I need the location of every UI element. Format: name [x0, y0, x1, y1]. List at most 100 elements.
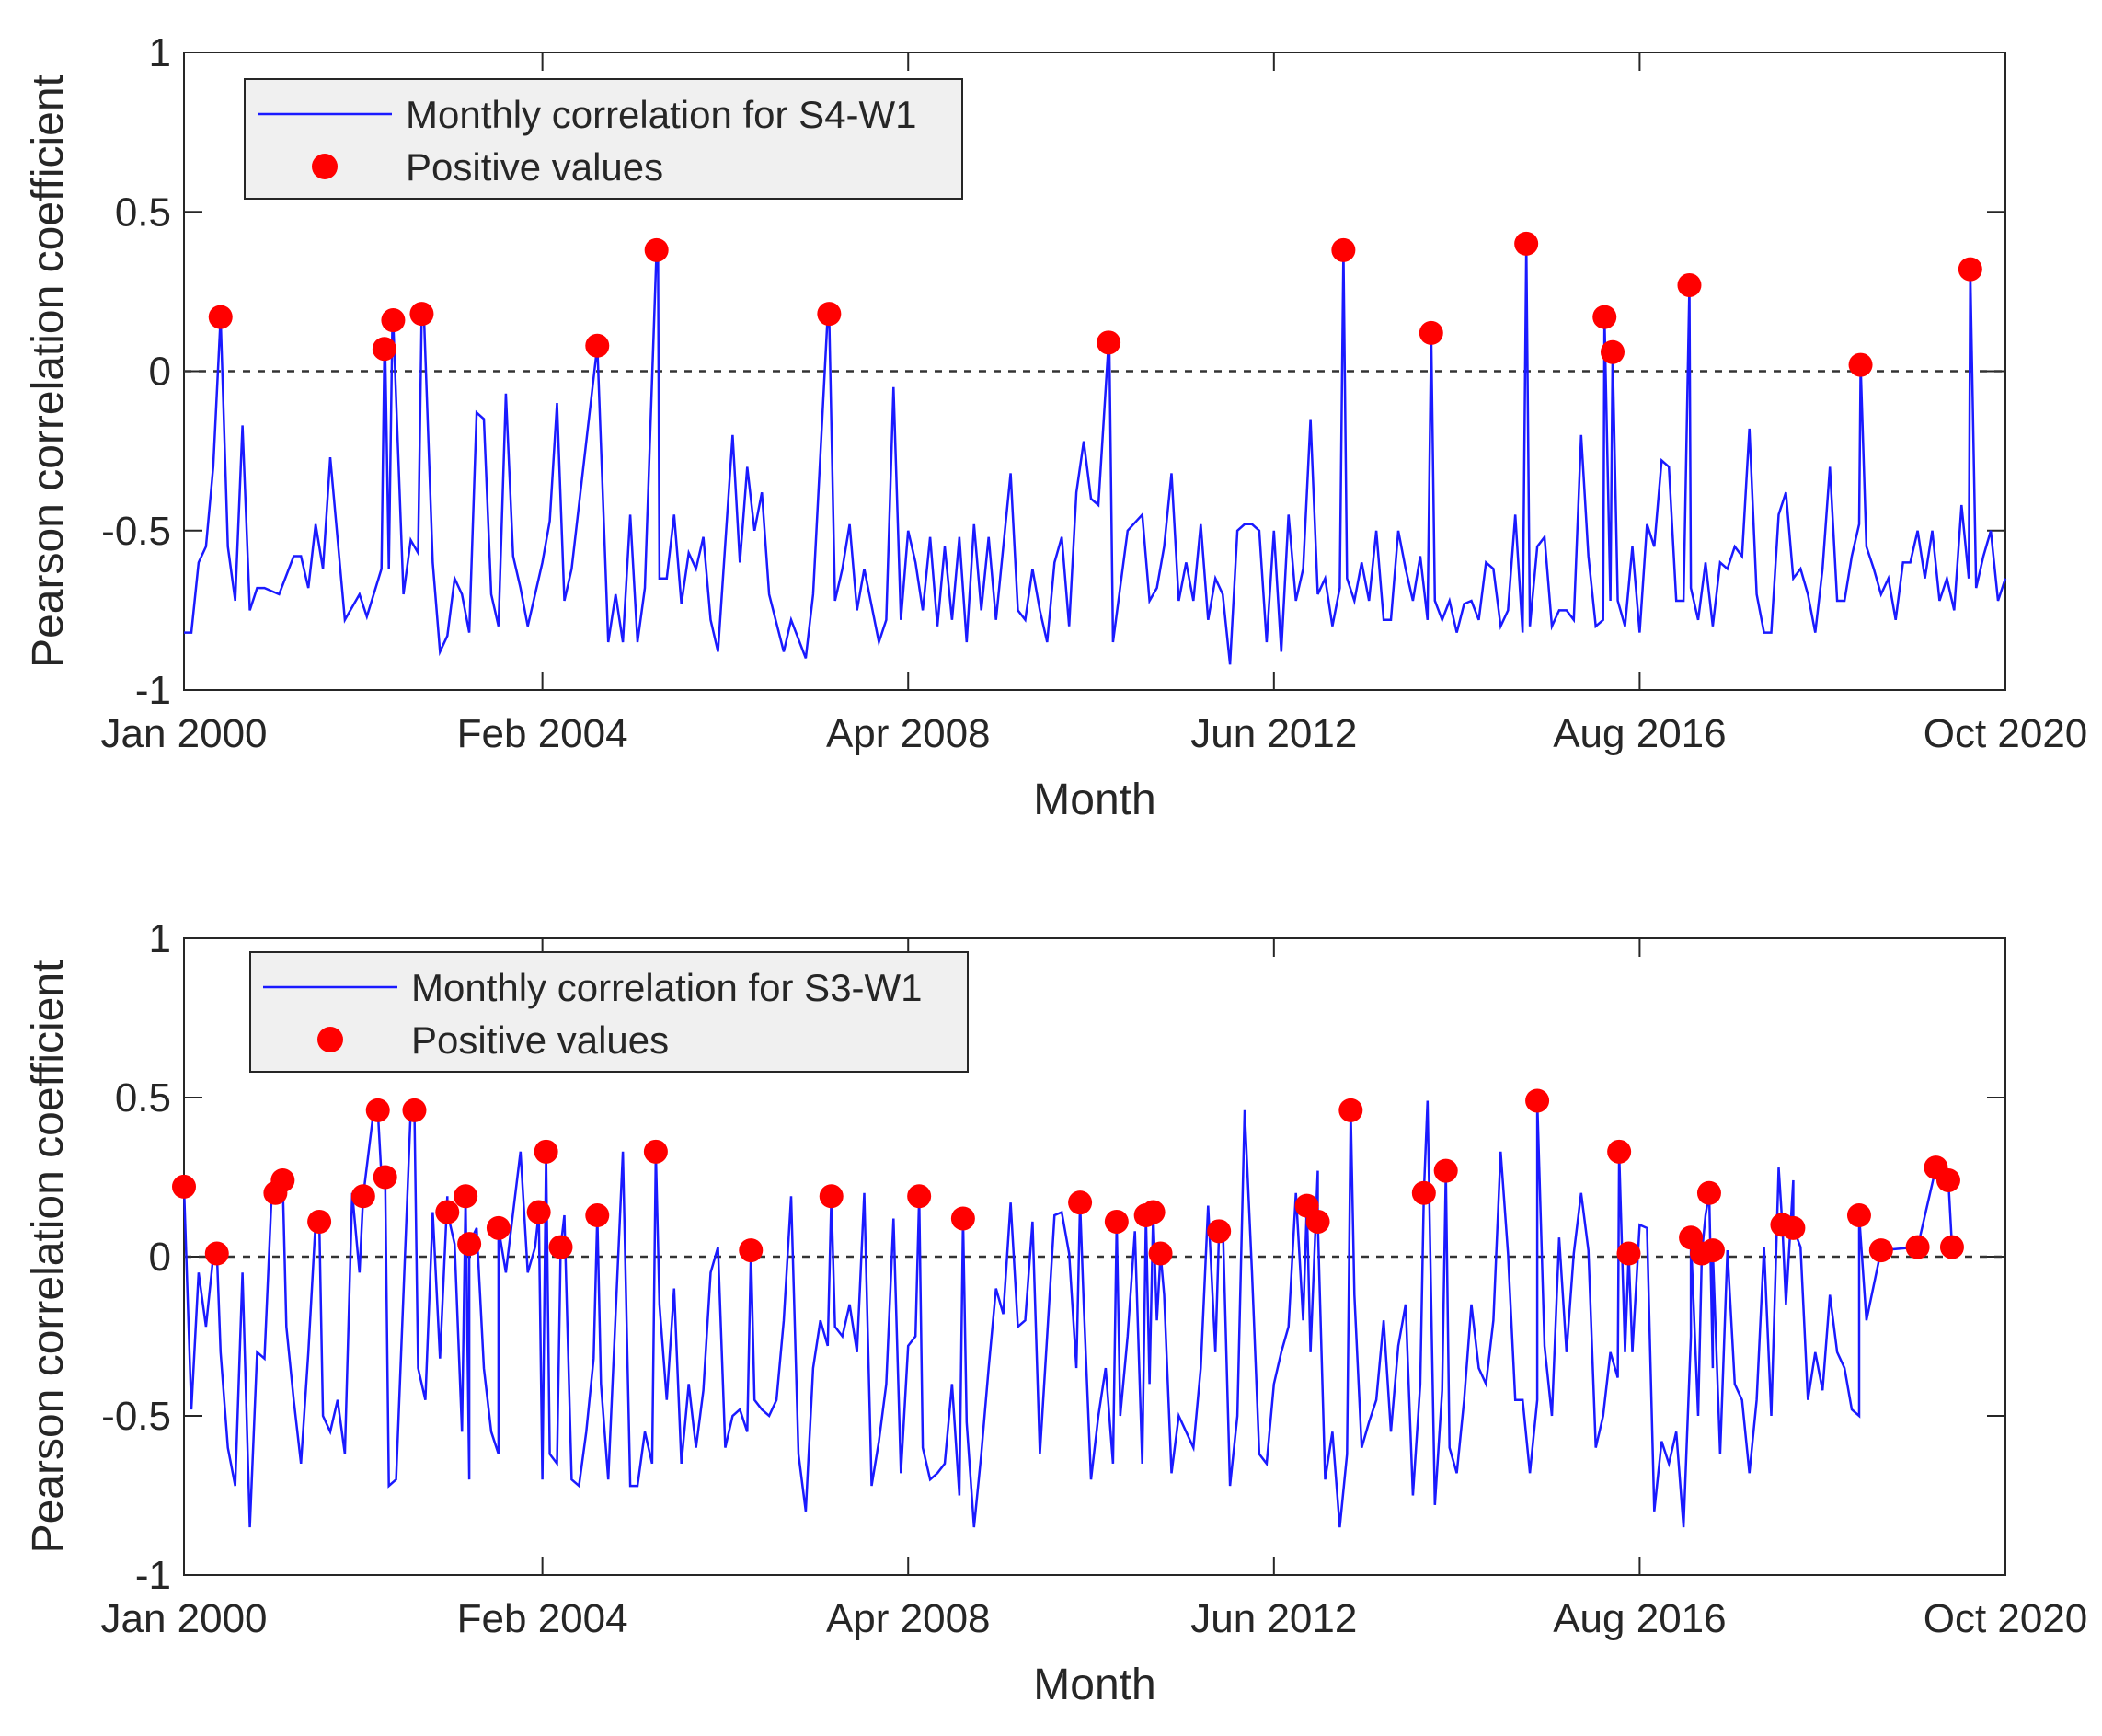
chart-s3-w1: -1 -0.5 0 0.5 1 Jan 2000 Feb 2004 Apr 2008 Jun …: [24, 916, 2087, 1709]
positive-value-marker: [1514, 231, 1539, 256]
x-axis-label: Month: [1033, 776, 1155, 824]
correlation-line: [182, 1100, 1954, 1528]
positive-value-marker: [1305, 1209, 1330, 1234]
legend-box: [249, 951, 969, 1073]
positive-value-marker: [270, 1167, 295, 1192]
y-tick-label: 0.5: [115, 190, 171, 235]
positive-value-marker: [585, 1203, 610, 1228]
positive-value-marker: [1700, 1238, 1725, 1263]
positive-value-marker: [402, 1098, 427, 1122]
x-tick-label: Feb 2004: [457, 711, 628, 756]
positive-value-marker: [208, 305, 233, 329]
positive-value-marker: [1148, 1241, 1173, 1266]
positive-value-marker: [373, 1165, 397, 1190]
x-tick-label: Apr 2008: [826, 711, 991, 756]
positive-value-marker: [1939, 1235, 1964, 1259]
legend-marker-label: Positive values: [411, 1018, 669, 1062]
x-tick-label: Aug 2016: [1553, 1596, 1726, 1641]
positive-value-marker: [1331, 237, 1356, 262]
positive-value-marker: [172, 1174, 196, 1199]
positive-value-marker: [1935, 1167, 1960, 1192]
positive-value-marker: [1207, 1219, 1232, 1244]
positive-value-marker: [643, 1139, 668, 1164]
legend-line-label: Monthly correlation for S4-W1: [406, 93, 917, 136]
positive-value-marker: [1411, 1180, 1436, 1205]
positive-value-marker: [817, 302, 842, 327]
positive-value-markers: [172, 1088, 1964, 1266]
positive-value-marker: [307, 1209, 332, 1234]
legend-marker-label: Positive values: [406, 145, 663, 189]
y-axis-label: Pearson correlation coefficient: [24, 960, 73, 1554]
positive-value-marker: [1868, 1238, 1893, 1263]
positive-value-marker: [644, 237, 669, 262]
positive-value-marker: [1141, 1200, 1166, 1224]
y-tick-label: -0.5: [101, 1394, 171, 1439]
y-tick-label: 0: [149, 1235, 171, 1280]
positive-value-marker: [372, 337, 396, 362]
x-tick-label: Jun 2012: [1190, 711, 1357, 756]
chart-s4-w1: -1 -0.5 0 0.5 1 Jan 2000 Feb 2004 Apr 2008 Jun …: [24, 30, 2087, 824]
positive-value-marker: [486, 1215, 511, 1240]
x-ticks: Jan 2000 Feb 2004 Apr 2008 Jun 2012 Aug 2016…: [100, 938, 2087, 1641]
positive-value-marker: [907, 1184, 932, 1209]
positive-value-marker: [1607, 1139, 1632, 1164]
positive-value-marker: [204, 1241, 229, 1266]
positive-value-marker: [534, 1139, 558, 1164]
correlation-line: [184, 243, 2007, 665]
positive-value-marker: [350, 1184, 375, 1209]
positive-value-marker: [819, 1184, 844, 1209]
y-tick-label: 1: [149, 916, 171, 961]
y-tick-label: -1: [135, 668, 171, 713]
y-tick-label: -0.5: [101, 509, 171, 554]
positive-value-marker: [1433, 1158, 1458, 1183]
y-tick-label: 1: [149, 30, 171, 75]
x-tick-label: Oct 2020: [1924, 1596, 2088, 1641]
positive-value-marker: [454, 1184, 478, 1209]
positive-value-marker: [409, 302, 434, 327]
positive-value-marker: [1677, 272, 1702, 297]
positive-value-marker: [1338, 1098, 1363, 1122]
y-ticks: -1 -0.5 0 0.5 1: [101, 30, 2005, 713]
positive-value-markers: [208, 231, 1982, 377]
legend-box: [244, 78, 963, 200]
x-tick-label: Jun 2012: [1190, 1596, 1357, 1641]
positive-value-marker: [365, 1098, 390, 1122]
x-tick-label: Apr 2008: [826, 1596, 991, 1641]
positive-value-marker: [1525, 1088, 1550, 1113]
positive-value-marker: [548, 1235, 573, 1259]
positive-value-marker: [1958, 257, 1982, 282]
y-axis-label: Pearson correlation coefficient: [24, 75, 73, 668]
positive-value-marker: [1616, 1241, 1641, 1266]
positive-value-marker: [526, 1200, 551, 1224]
x-tick-label: Jan 2000: [100, 711, 267, 756]
y-tick-label: 0: [149, 350, 171, 395]
positive-value-marker: [1848, 352, 1873, 377]
positive-value-marker: [739, 1238, 764, 1263]
positive-value-marker: [1905, 1235, 1930, 1259]
legend-marker-swatch: [312, 154, 338, 179]
x-axis-label: Month: [1033, 1661, 1155, 1709]
positive-value-marker: [1419, 320, 1443, 345]
y-tick-label: -1: [135, 1553, 171, 1598]
positive-value-marker: [1104, 1209, 1129, 1234]
y-ticks: -1 -0.5 0 0.5 1: [101, 916, 2005, 1598]
positive-value-marker: [1592, 305, 1617, 329]
positive-value-marker: [1600, 339, 1625, 364]
positive-value-marker: [1068, 1190, 1093, 1215]
legend-marker-swatch: [317, 1027, 343, 1052]
x-tick-label: Feb 2004: [457, 1596, 628, 1641]
positive-value-marker: [950, 1206, 975, 1231]
x-tick-label: Jan 2000: [100, 1596, 267, 1641]
positive-value-marker: [435, 1200, 460, 1224]
positive-value-marker: [1781, 1215, 1806, 1240]
legend: Monthly correlation for S3-W1 Positive v…: [249, 951, 969, 1073]
x-ticks: Jan 2000 Feb 2004 Apr 2008 Jun 2012 Aug 2016…: [100, 52, 2087, 756]
positive-value-marker: [585, 333, 610, 358]
positive-value-marker: [381, 308, 406, 333]
legend: Monthly correlation for S4-W1 Positive v…: [244, 78, 963, 200]
legend-line-label: Monthly correlation for S3-W1: [411, 966, 923, 1009]
x-tick-label: Oct 2020: [1924, 711, 2088, 756]
x-tick-label: Aug 2016: [1553, 711, 1726, 756]
y-tick-label: 0.5: [115, 1075, 171, 1121]
